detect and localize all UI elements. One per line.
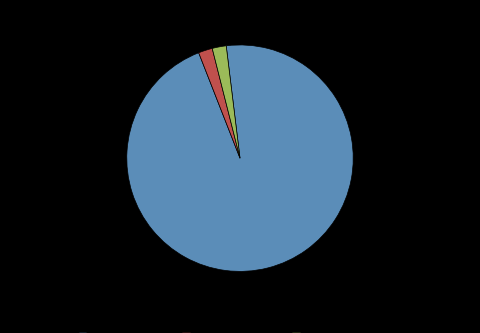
Wedge shape [199,48,240,158]
Legend: Wages & Salaries, Employee Benefits, Operating Expenses: Wages & Salaries, Employee Benefits, Ope… [75,328,405,333]
Wedge shape [212,46,240,158]
Text: 96%: 96% [240,290,262,300]
Wedge shape [127,45,353,271]
